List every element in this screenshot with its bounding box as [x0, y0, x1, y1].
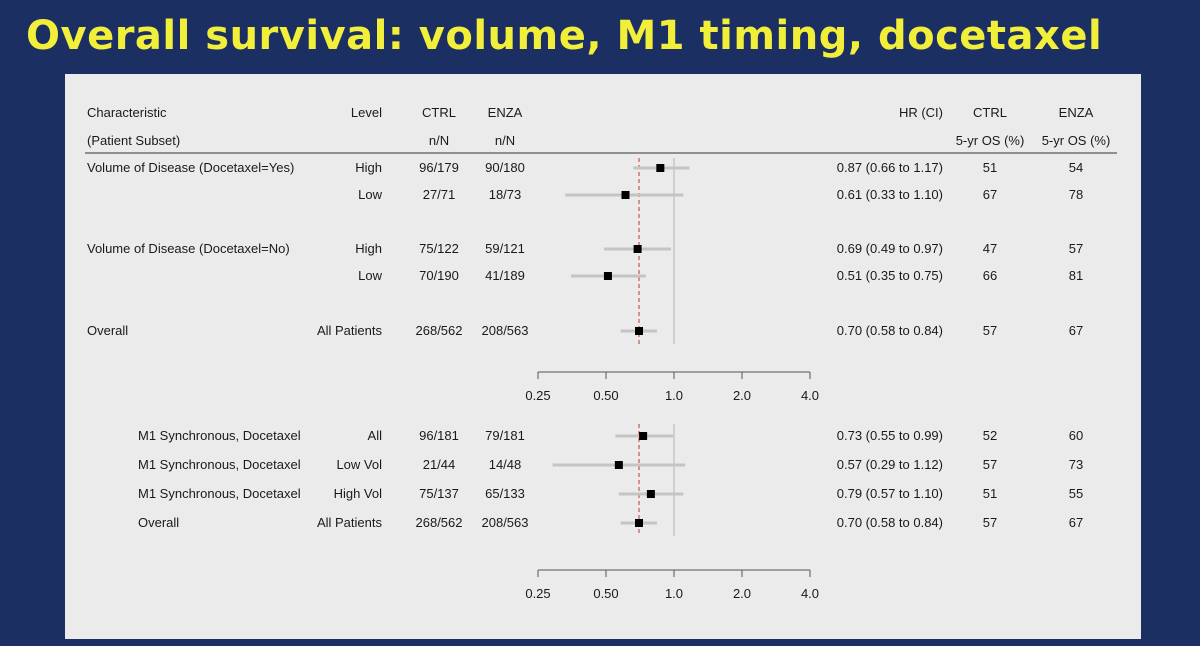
header-patient-subset: (Patient Subset): [87, 133, 180, 148]
header-enza-os: ENZA: [1059, 105, 1094, 120]
row-hr-ci: 0.73 (0.55 to 0.99): [837, 428, 943, 443]
row-enza-n: 79/181: [485, 428, 525, 443]
row-enza-os: 54: [1069, 160, 1083, 175]
forest-plot-panel: Characteristic Level CTRL ENZA HR (CI) CTRL EN…: [65, 74, 1141, 639]
hr-point: [603, 272, 612, 280]
hr-point: [633, 245, 642, 253]
hr-point: [656, 164, 665, 172]
row-ctrl-n: 70/190: [419, 268, 459, 283]
row-level: All Patients: [317, 323, 383, 338]
row-enza-n: 14/48: [489, 457, 522, 472]
row-level: Low Vol: [336, 457, 382, 472]
row-ctrl-n: 27/71: [423, 187, 456, 202]
header-ctrl: CTRL: [422, 105, 456, 120]
row-ctrl-n: 96/179: [419, 160, 459, 175]
row-level: High: [355, 160, 382, 175]
header-ctrl-5yr-os: 5-yr OS (%): [956, 133, 1025, 148]
x-axis-tick-label: 0.25: [525, 586, 550, 601]
row-ctrl-n: 21/44: [423, 457, 456, 472]
row-enza-n: 59/121: [485, 241, 525, 256]
row-hr-ci: 0.69 (0.49 to 0.97): [837, 241, 943, 256]
row-hr-ci: 0.57 (0.29 to 1.12): [837, 457, 943, 472]
row-enza-os: 81: [1069, 268, 1083, 283]
row-level: Low: [358, 268, 382, 283]
row-ctrl-os: 47: [983, 241, 997, 256]
row-characteristic: M1 Synchronous, Docetaxel: [138, 428, 301, 443]
row-ctrl-n: 268/562: [416, 515, 463, 530]
row-level: Low: [358, 187, 382, 202]
row-ctrl-os: 57: [983, 515, 997, 530]
row-ctrl-os: 66: [983, 268, 997, 283]
row-level: High: [355, 241, 382, 256]
row-ctrl-n: 268/562: [416, 323, 463, 338]
header-ctrl-os: CTRL: [973, 105, 1007, 120]
header-hr: HR (CI): [899, 105, 943, 120]
header-enza: ENZA: [488, 105, 523, 120]
row-enza-n: 41/189: [485, 268, 525, 283]
row-characteristic: M1 Synchronous, Docetaxel: [138, 457, 301, 472]
row-ctrl-os: 67: [983, 187, 997, 202]
row-characteristic: Overall: [87, 323, 128, 338]
slide-title: Overall survival: volume, M1 timing, doc…: [26, 13, 1103, 59]
header-enza-5yr-os: 5-yr OS (%): [1042, 133, 1111, 148]
header-level: Level: [351, 105, 382, 120]
header-ctrl-nn: n/N: [429, 133, 449, 148]
row-enza-os: 57: [1069, 241, 1083, 256]
hr-point: [635, 327, 644, 335]
row-level: All: [368, 428, 383, 443]
x-axis-tick-label: 0.50: [593, 586, 618, 601]
row-ctrl-os: 51: [983, 160, 997, 175]
row-hr-ci: 0.79 (0.57 to 1.10): [837, 486, 943, 501]
row-level: All Patients: [317, 515, 383, 530]
row-hr-ci: 0.70 (0.58 to 0.84): [837, 323, 943, 338]
row-hr-ci: 0.51 (0.35 to 0.75): [837, 268, 943, 283]
row-enza-os: 55: [1069, 486, 1083, 501]
hr-point: [639, 432, 648, 440]
row-enza-os: 73: [1069, 457, 1083, 472]
row-hr-ci: 0.87 (0.66 to 1.17): [837, 160, 943, 175]
row-enza-os: 67: [1069, 323, 1083, 338]
x-axis-tick-label: 2.0: [733, 586, 751, 601]
row-enza-os: 60: [1069, 428, 1083, 443]
row-ctrl-os: 52: [983, 428, 997, 443]
row-ctrl-os: 57: [983, 457, 997, 472]
row-ctrl-os: 51: [983, 486, 997, 501]
hr-point: [621, 191, 630, 199]
row-enza-n: 208/563: [482, 323, 529, 338]
x-axis-tick-label: 1.0: [665, 388, 683, 403]
x-axis-tick-label: 0.50: [593, 388, 618, 403]
row-hr-ci: 0.70 (0.58 to 0.84): [837, 515, 943, 530]
row-ctrl-n: 75/137: [419, 486, 459, 501]
row-ctrl-os: 57: [983, 323, 997, 338]
row-level: High Vol: [334, 486, 383, 501]
row-characteristic: Overall: [138, 515, 179, 530]
row-characteristic: M1 Synchronous, Docetaxel: [138, 486, 301, 501]
row-enza-os: 67: [1069, 515, 1083, 530]
x-axis-tick-label: 1.0: [665, 586, 683, 601]
x-axis-tick-label: 2.0: [733, 388, 751, 403]
hr-point: [635, 519, 644, 527]
hr-point: [614, 461, 623, 469]
row-enza-n: 90/180: [485, 160, 525, 175]
row-enza-n: 65/133: [485, 486, 525, 501]
x-axis-tick-label: 0.25: [525, 388, 550, 403]
forest-plot: Characteristic Level CTRL ENZA HR (CI) CTRL EN…: [85, 105, 1117, 601]
row-enza-n: 208/563: [482, 515, 529, 530]
row-enza-os: 78: [1069, 187, 1083, 202]
row-ctrl-n: 96/181: [419, 428, 459, 443]
row-hr-ci: 0.61 (0.33 to 1.10): [837, 187, 943, 202]
header-characteristic: Characteristic: [87, 105, 167, 120]
hr-point: [646, 490, 655, 498]
row-ctrl-n: 75/122: [419, 241, 459, 256]
row-characteristic: Volume of Disease (Docetaxel=No): [87, 241, 290, 256]
header-enza-nn: n/N: [495, 133, 515, 148]
row-enza-n: 18/73: [489, 187, 522, 202]
x-axis-tick-label: 4.0: [801, 586, 819, 601]
row-characteristic: Volume of Disease (Docetaxel=Yes): [87, 160, 294, 175]
x-axis-tick-label: 4.0: [801, 388, 819, 403]
